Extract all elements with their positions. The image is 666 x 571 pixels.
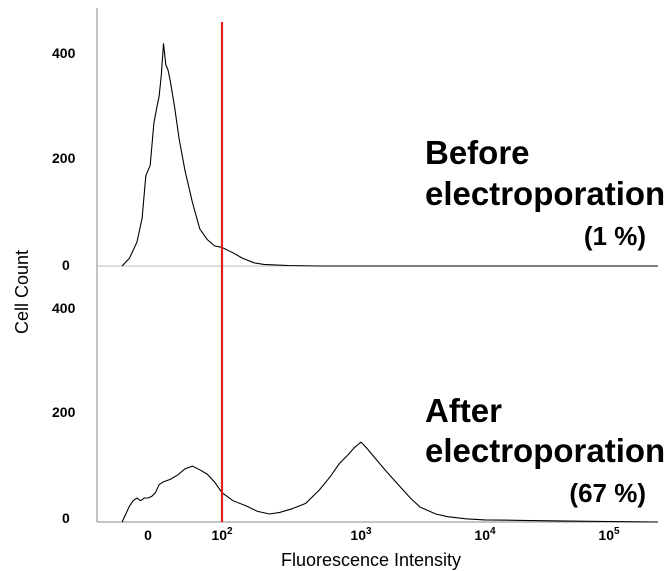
x-tick-1e5-exp: 5 bbox=[614, 526, 620, 537]
y-tick-top-0: 0 bbox=[62, 257, 70, 273]
histogram-curve-before bbox=[121, 43, 658, 267]
annotation-after-pct: (67 %) bbox=[569, 478, 646, 508]
annotation-before-line2: electroporation bbox=[425, 175, 665, 212]
x-tick-1e4: 104 bbox=[474, 526, 496, 543]
x-tick-1e2: 102 bbox=[211, 526, 233, 543]
x-tick-1e5: 105 bbox=[598, 526, 620, 543]
y-tick-bottom-200: 200 bbox=[52, 404, 76, 420]
y-axis-label: Cell Count bbox=[12, 250, 32, 334]
histogram-curve-after bbox=[121, 441, 659, 523]
x-tick-1e3: 103 bbox=[350, 526, 372, 543]
annotation-after-line2: electroporation bbox=[425, 432, 665, 469]
annotation-before-line1: Before bbox=[425, 134, 530, 171]
y-tick-top-400: 400 bbox=[52, 45, 76, 61]
x-tick-0: 0 bbox=[144, 527, 152, 543]
y-tick-bottom-0: 0 bbox=[62, 510, 70, 526]
annotation-before-pct: (1 %) bbox=[584, 221, 646, 251]
y-tick-bottom-400: 400 bbox=[52, 300, 76, 316]
x-tick-1e2-exp: 2 bbox=[227, 526, 233, 537]
x-axis-label: Fluorescence Intensity bbox=[281, 550, 461, 570]
x-tick-1e3-exp: 3 bbox=[366, 526, 372, 537]
x-tick-1e4-exp: 4 bbox=[490, 526, 496, 537]
y-tick-top-200: 200 bbox=[52, 150, 76, 166]
annotation-after-line1: After bbox=[425, 392, 502, 429]
